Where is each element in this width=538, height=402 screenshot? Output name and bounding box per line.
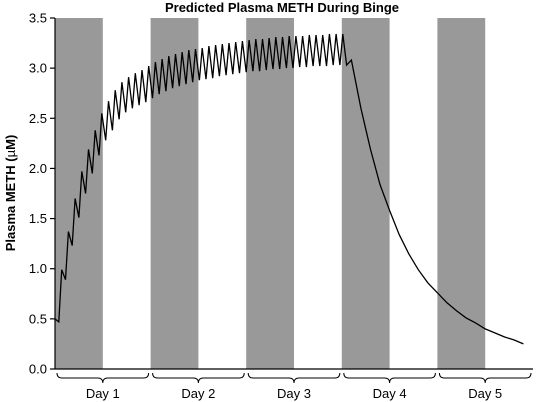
day-brace-1 [56, 372, 150, 384]
y-axis-label-suffix: M) [3, 135, 18, 150]
shaded-band-5 [437, 18, 486, 369]
shaded-band-2 [150, 18, 199, 369]
series-group [54, 33, 524, 345]
y-tick-label-6: 3.0 [29, 61, 47, 76]
chart-title: Predicted Plasma METH During Binge [165, 0, 399, 15]
day-label-5: Day 5 [468, 386, 502, 401]
y-axis-label: Plasma METH (µM) [3, 135, 18, 252]
shaded-periods [55, 18, 486, 369]
day-groups: Day 1 Day 2 Day 3 Day 4 Day 5 [56, 372, 532, 401]
y-tick-label-5: 2.5 [29, 111, 47, 126]
day-brace-3 [247, 372, 341, 384]
y-axis-label-mu: µ [3, 149, 18, 157]
day-label-3: Day 3 [277, 386, 311, 401]
y-tick-label-3: 1.5 [29, 211, 47, 226]
day-brace-4 [343, 372, 436, 384]
day-label-4: Day 4 [373, 386, 407, 401]
y-axis: 0.0 0.5 1.0 1.5 2.0 2.5 3.0 3.5 [29, 11, 56, 377]
day-label-1: Day 1 [86, 386, 120, 401]
series-line-1 [54, 33, 524, 345]
y-tick-label-7: 3.5 [29, 11, 47, 26]
day-brace-5 [438, 372, 532, 384]
day-brace-2 [152, 372, 245, 384]
shaded-band-3 [246, 18, 294, 369]
shaded-band-1 [55, 18, 103, 369]
y-tick-label-0: 0.0 [29, 362, 47, 377]
y-tick-label-2: 1.0 [29, 261, 47, 276]
day-label-2: Day 2 [181, 386, 215, 401]
y-tick-label-1: 0.5 [29, 311, 47, 326]
shaded-band-4 [341, 18, 390, 369]
y-tick-label-4: 2.0 [29, 161, 47, 176]
y-axis-label-prefix: Plasma METH ( [3, 157, 18, 252]
